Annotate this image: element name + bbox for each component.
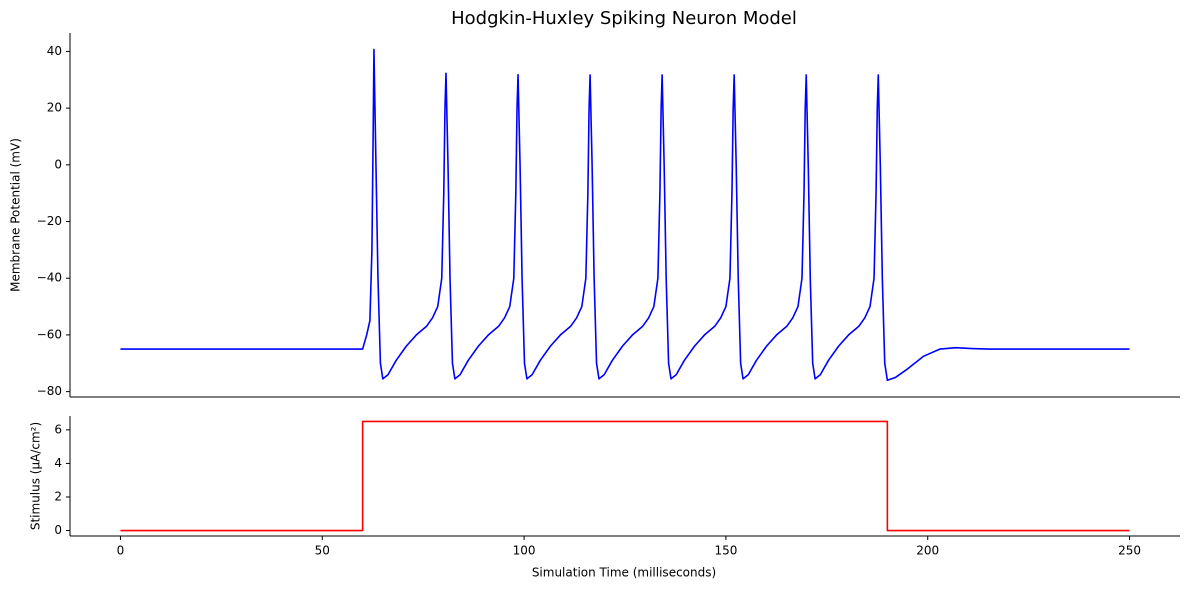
x-tick-label: 100 [513,544,536,558]
y-tick-label: −80 [37,384,62,398]
y-axis-label: Stimulus (µA/cm²) [29,422,43,530]
x-tick-label: 0 [117,544,125,558]
y-tick-label: 0 [54,523,62,537]
x-tick-label: 200 [916,544,939,558]
y-tick-label: 20 [47,101,62,115]
y-tick-label: 2 [54,489,62,503]
y-tick-label: −60 [37,327,62,341]
line-series [120,420,1130,532]
x-tick-label: 150 [714,544,737,558]
y-axis-label: Membrane Potential (mV) [9,138,23,292]
y-tick-label: −20 [37,214,62,228]
line-series [120,48,1130,382]
y-tick-label: −40 [37,271,62,285]
y-tick-label: 6 [54,422,62,436]
x-axis-label: Simulation Time (milliseconds) [532,566,716,580]
y-tick-label: 0 [54,157,62,171]
y-tick-label: 40 [47,44,62,58]
x-tick-label: 50 [315,544,330,558]
x-tick-label: 250 [1118,544,1141,558]
chart-title: Hodgkin-Huxley Spiking Neuron Model [451,8,797,29]
y-tick-label: 4 [54,456,62,470]
